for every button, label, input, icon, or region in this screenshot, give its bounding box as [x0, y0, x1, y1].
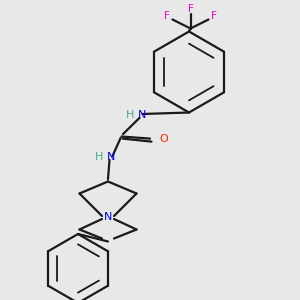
Text: N: N — [104, 212, 112, 223]
Text: F: F — [188, 4, 194, 14]
Text: N: N — [107, 152, 115, 163]
Text: H: H — [126, 110, 135, 121]
Text: N: N — [138, 110, 147, 121]
Text: O: O — [159, 134, 168, 145]
Text: F: F — [211, 11, 217, 21]
Text: F: F — [164, 11, 170, 21]
Text: H: H — [95, 152, 103, 163]
